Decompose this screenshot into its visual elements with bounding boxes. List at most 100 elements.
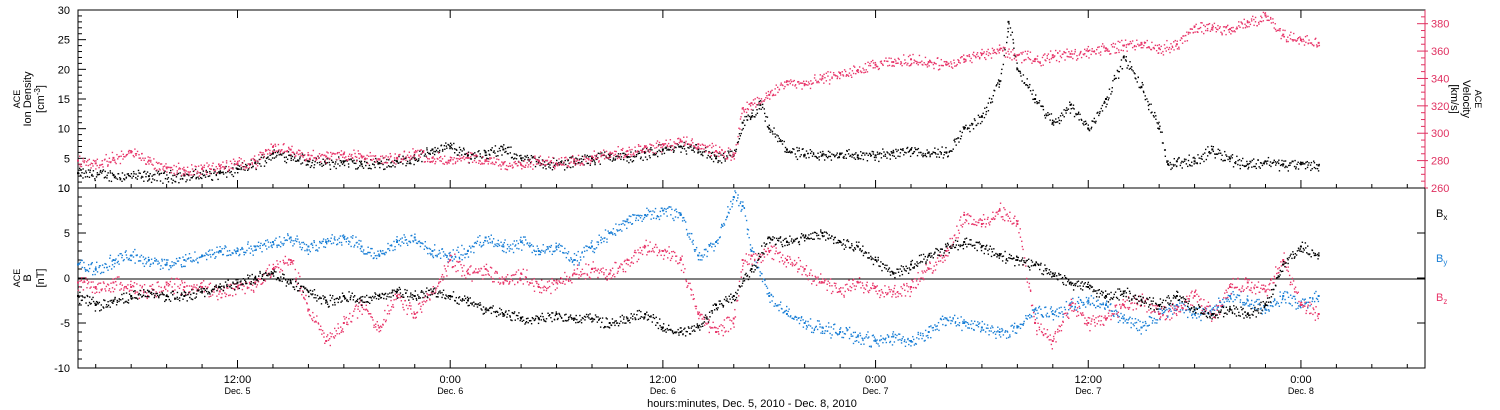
density-sample <box>991 101 994 103</box>
by-sample <box>350 245 352 248</box>
velocity-sample <box>87 159 89 162</box>
velocity-sample <box>460 160 462 162</box>
density-sample <box>643 151 646 153</box>
by-sample <box>947 319 950 322</box>
density-sample <box>1278 170 1281 172</box>
velocity-sample <box>659 144 662 146</box>
by-sample <box>679 212 681 214</box>
by-sample <box>1152 320 1154 322</box>
velocity-sample <box>334 153 336 155</box>
density-sample <box>1265 161 1267 163</box>
by-sample <box>757 266 760 269</box>
velocity-sample <box>313 157 316 159</box>
density-sample <box>213 168 215 171</box>
density-sample <box>219 170 222 172</box>
velocity-sample <box>372 158 375 160</box>
velocity-sample <box>1243 18 1245 21</box>
density-sample <box>940 153 942 155</box>
density-sample <box>748 115 751 118</box>
density-sample <box>916 154 919 157</box>
by-sample <box>802 326 805 328</box>
density-tick-label: 10 <box>58 124 70 136</box>
by-sample <box>753 251 755 253</box>
velocity-sample <box>864 62 867 65</box>
by-sample <box>1168 307 1170 310</box>
density-sample <box>326 158 328 160</box>
density-sample <box>527 156 529 159</box>
by-sample <box>318 247 320 249</box>
by-sample <box>482 241 485 244</box>
density-sample <box>119 178 121 181</box>
velocity-sample <box>398 154 400 156</box>
density-sample <box>811 150 813 153</box>
by-sample <box>235 252 237 255</box>
velocity-sample <box>1166 39 1168 42</box>
by-sample <box>567 251 570 253</box>
velocity-sample <box>1206 23 1208 26</box>
density-sample <box>1123 55 1125 57</box>
velocity-sample <box>1008 48 1010 50</box>
by-sample <box>1216 306 1219 308</box>
velocity-sample <box>1173 41 1175 43</box>
by-sample <box>919 332 922 334</box>
density-sample <box>296 160 298 162</box>
velocity-sample <box>175 165 178 168</box>
velocity-sample <box>423 150 425 152</box>
by-data-point <box>1087 299 1090 302</box>
density-sample <box>85 170 87 172</box>
by-sample <box>772 295 774 298</box>
velocity-sample <box>159 169 161 171</box>
by-sample <box>773 305 775 307</box>
density-data-point <box>839 152 842 155</box>
density-sample <box>198 178 200 180</box>
density-sample <box>335 167 337 170</box>
velocity-sample <box>240 164 242 166</box>
density-sample <box>1225 154 1227 156</box>
velocity-sample <box>711 146 713 149</box>
velocity-sample <box>959 62 961 64</box>
by-sample <box>912 335 914 338</box>
by-sample <box>436 255 438 258</box>
density-sample <box>1272 161 1275 163</box>
density-sample <box>955 144 957 146</box>
field-axis-label-line3: [nT] <box>35 269 47 288</box>
by-sample <box>743 207 746 209</box>
velocity-sample <box>143 159 145 162</box>
density-sample <box>771 130 774 133</box>
velocity-sample <box>1021 61 1023 64</box>
density-sample <box>1208 150 1211 153</box>
density-sample <box>907 151 910 153</box>
density-sample <box>470 158 473 160</box>
velocity-sample <box>542 160 544 162</box>
density-sample <box>776 134 778 136</box>
velocity-sample <box>976 53 978 56</box>
velocity-sample <box>909 64 912 67</box>
density-sample <box>1224 150 1226 153</box>
density-sample <box>744 124 746 127</box>
velocity-sample <box>1024 50 1027 53</box>
density-sample <box>752 109 754 111</box>
density-sample <box>638 152 641 155</box>
density-data-point <box>1175 160 1178 163</box>
by-sample <box>490 234 492 236</box>
by-sample <box>373 257 375 259</box>
velocity-sample <box>661 146 664 148</box>
density-sample <box>373 164 375 166</box>
velocity-sample <box>829 71 832 73</box>
by-sample <box>852 335 854 337</box>
density-sample <box>884 153 887 156</box>
density-sample <box>454 148 456 150</box>
velocity-data-point <box>715 150 718 153</box>
density-sample <box>1108 88 1111 90</box>
velocity-sample <box>1067 56 1069 58</box>
velocity-sample <box>999 47 1002 49</box>
by-sample <box>1060 306 1062 309</box>
velocity-sample <box>184 172 186 174</box>
density-sample <box>929 155 931 158</box>
density-sample <box>1288 164 1290 167</box>
by-sample <box>670 214 672 216</box>
density-sample <box>260 165 262 167</box>
density-sample <box>903 154 905 156</box>
density-sample <box>763 108 765 110</box>
